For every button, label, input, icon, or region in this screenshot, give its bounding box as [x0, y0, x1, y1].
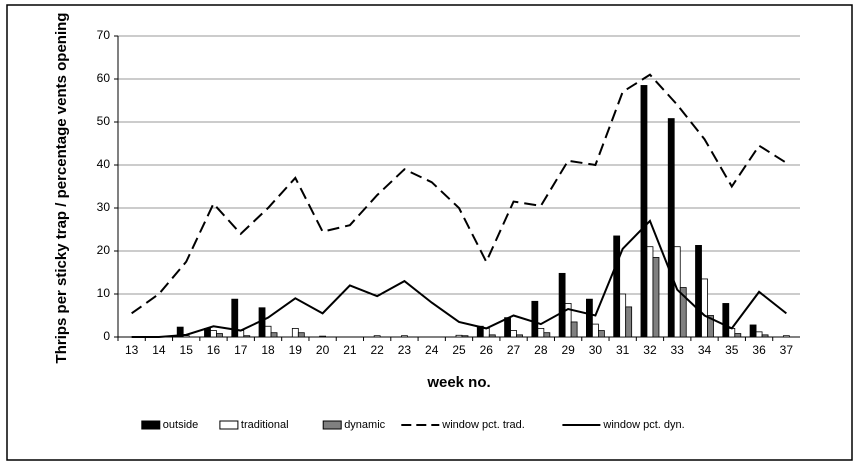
legend-label: window pct. trad.: [441, 419, 525, 431]
bar: [734, 333, 742, 338]
y-tick-label: 70: [97, 28, 111, 42]
legend-swatch: [141, 420, 161, 430]
bar: [291, 327, 299, 338]
x-tick-label: 15: [180, 343, 194, 357]
x-tick-label: 26: [480, 343, 494, 357]
x-tick-label: 18: [261, 343, 275, 357]
bar: [728, 327, 736, 338]
bar: [761, 334, 769, 338]
y-tick-label: 10: [97, 286, 111, 300]
bar: [510, 330, 517, 338]
bar: [749, 324, 757, 338]
x-tick-label: 16: [207, 343, 221, 357]
bar: [264, 325, 272, 338]
bar: [516, 334, 523, 338]
bar: [564, 303, 572, 338]
bar: [592, 323, 599, 338]
legend-label: dynamic: [344, 419, 385, 431]
legend-label: outside: [163, 419, 198, 431]
x-tick-label: 31: [616, 343, 630, 357]
bar: [482, 327, 490, 338]
bar: [586, 298, 593, 338]
bar: [488, 334, 496, 338]
x-tick-label: 34: [698, 343, 712, 357]
bar: [707, 315, 714, 338]
bar: [558, 272, 566, 338]
bar: [619, 293, 627, 338]
bar: [570, 321, 578, 338]
bar: [679, 287, 687, 338]
y-tick-label: 20: [97, 243, 111, 257]
y-tick-label: 30: [97, 200, 111, 214]
y-axis-title: Thrips per sticky trap / percentage vent…: [53, 13, 70, 364]
x-tick-label: 33: [671, 343, 685, 357]
bar: [176, 326, 184, 338]
bar: [231, 298, 239, 338]
bar: [782, 335, 790, 338]
bar: [722, 303, 730, 338]
line: [131, 73, 787, 315]
bar: [243, 335, 251, 338]
bar: [598, 330, 605, 338]
x-tick-label: 29: [561, 343, 575, 357]
bar: [216, 333, 223, 338]
x-tick-label: 13: [125, 343, 139, 357]
x-tick-label: 28: [534, 343, 548, 357]
bar: [652, 257, 660, 338]
x-tick-label: 32: [643, 343, 657, 357]
x-tick-label: 14: [152, 343, 166, 357]
y-tick-label: 60: [97, 71, 111, 85]
y-tick-label: 40: [97, 157, 111, 171]
x-tick-label: 35: [725, 343, 739, 357]
x-axis-title: week no.: [426, 374, 490, 391]
frame: [6, 4, 853, 461]
legend-swatch: [219, 420, 239, 430]
bar: [667, 118, 675, 338]
bar: [755, 331, 763, 338]
bar: [531, 300, 539, 338]
bar: [646, 246, 654, 338]
legend-label: window pct. dyn.: [602, 419, 684, 431]
bar: [695, 245, 702, 338]
bar: [401, 335, 408, 338]
bar: [319, 335, 327, 338]
x-tick-label: 30: [589, 343, 603, 357]
x-tick-label: 17: [234, 343, 248, 357]
bar: [613, 235, 621, 338]
x-tick-label: 20: [316, 343, 330, 357]
y-tick-label: 50: [97, 114, 111, 128]
legend-label: traditional: [241, 419, 289, 431]
x-tick-label: 19: [289, 343, 303, 357]
bar: [625, 306, 633, 338]
bar: [640, 85, 648, 338]
line: [131, 219, 787, 338]
bar: [537, 327, 545, 338]
x-tick-label: 23: [398, 343, 412, 357]
x-tick-label: 24: [425, 343, 439, 357]
bar: [270, 332, 278, 338]
bar: [504, 317, 511, 338]
x-tick-label: 37: [780, 343, 794, 357]
bar: [461, 335, 469, 338]
x-tick-label: 36: [752, 343, 766, 357]
x-tick-label: 25: [452, 343, 466, 357]
x-tick-label: 22: [370, 343, 384, 357]
legend-swatch: [322, 420, 342, 430]
bar: [455, 334, 463, 338]
bar: [373, 335, 381, 338]
bar: [701, 278, 708, 338]
bar: [210, 330, 217, 338]
x-tick-label: 27: [507, 343, 521, 357]
bar: [543, 332, 551, 338]
bar: [297, 332, 305, 338]
y-tick-label: 0: [103, 329, 110, 343]
x-tick-label: 21: [343, 343, 357, 357]
